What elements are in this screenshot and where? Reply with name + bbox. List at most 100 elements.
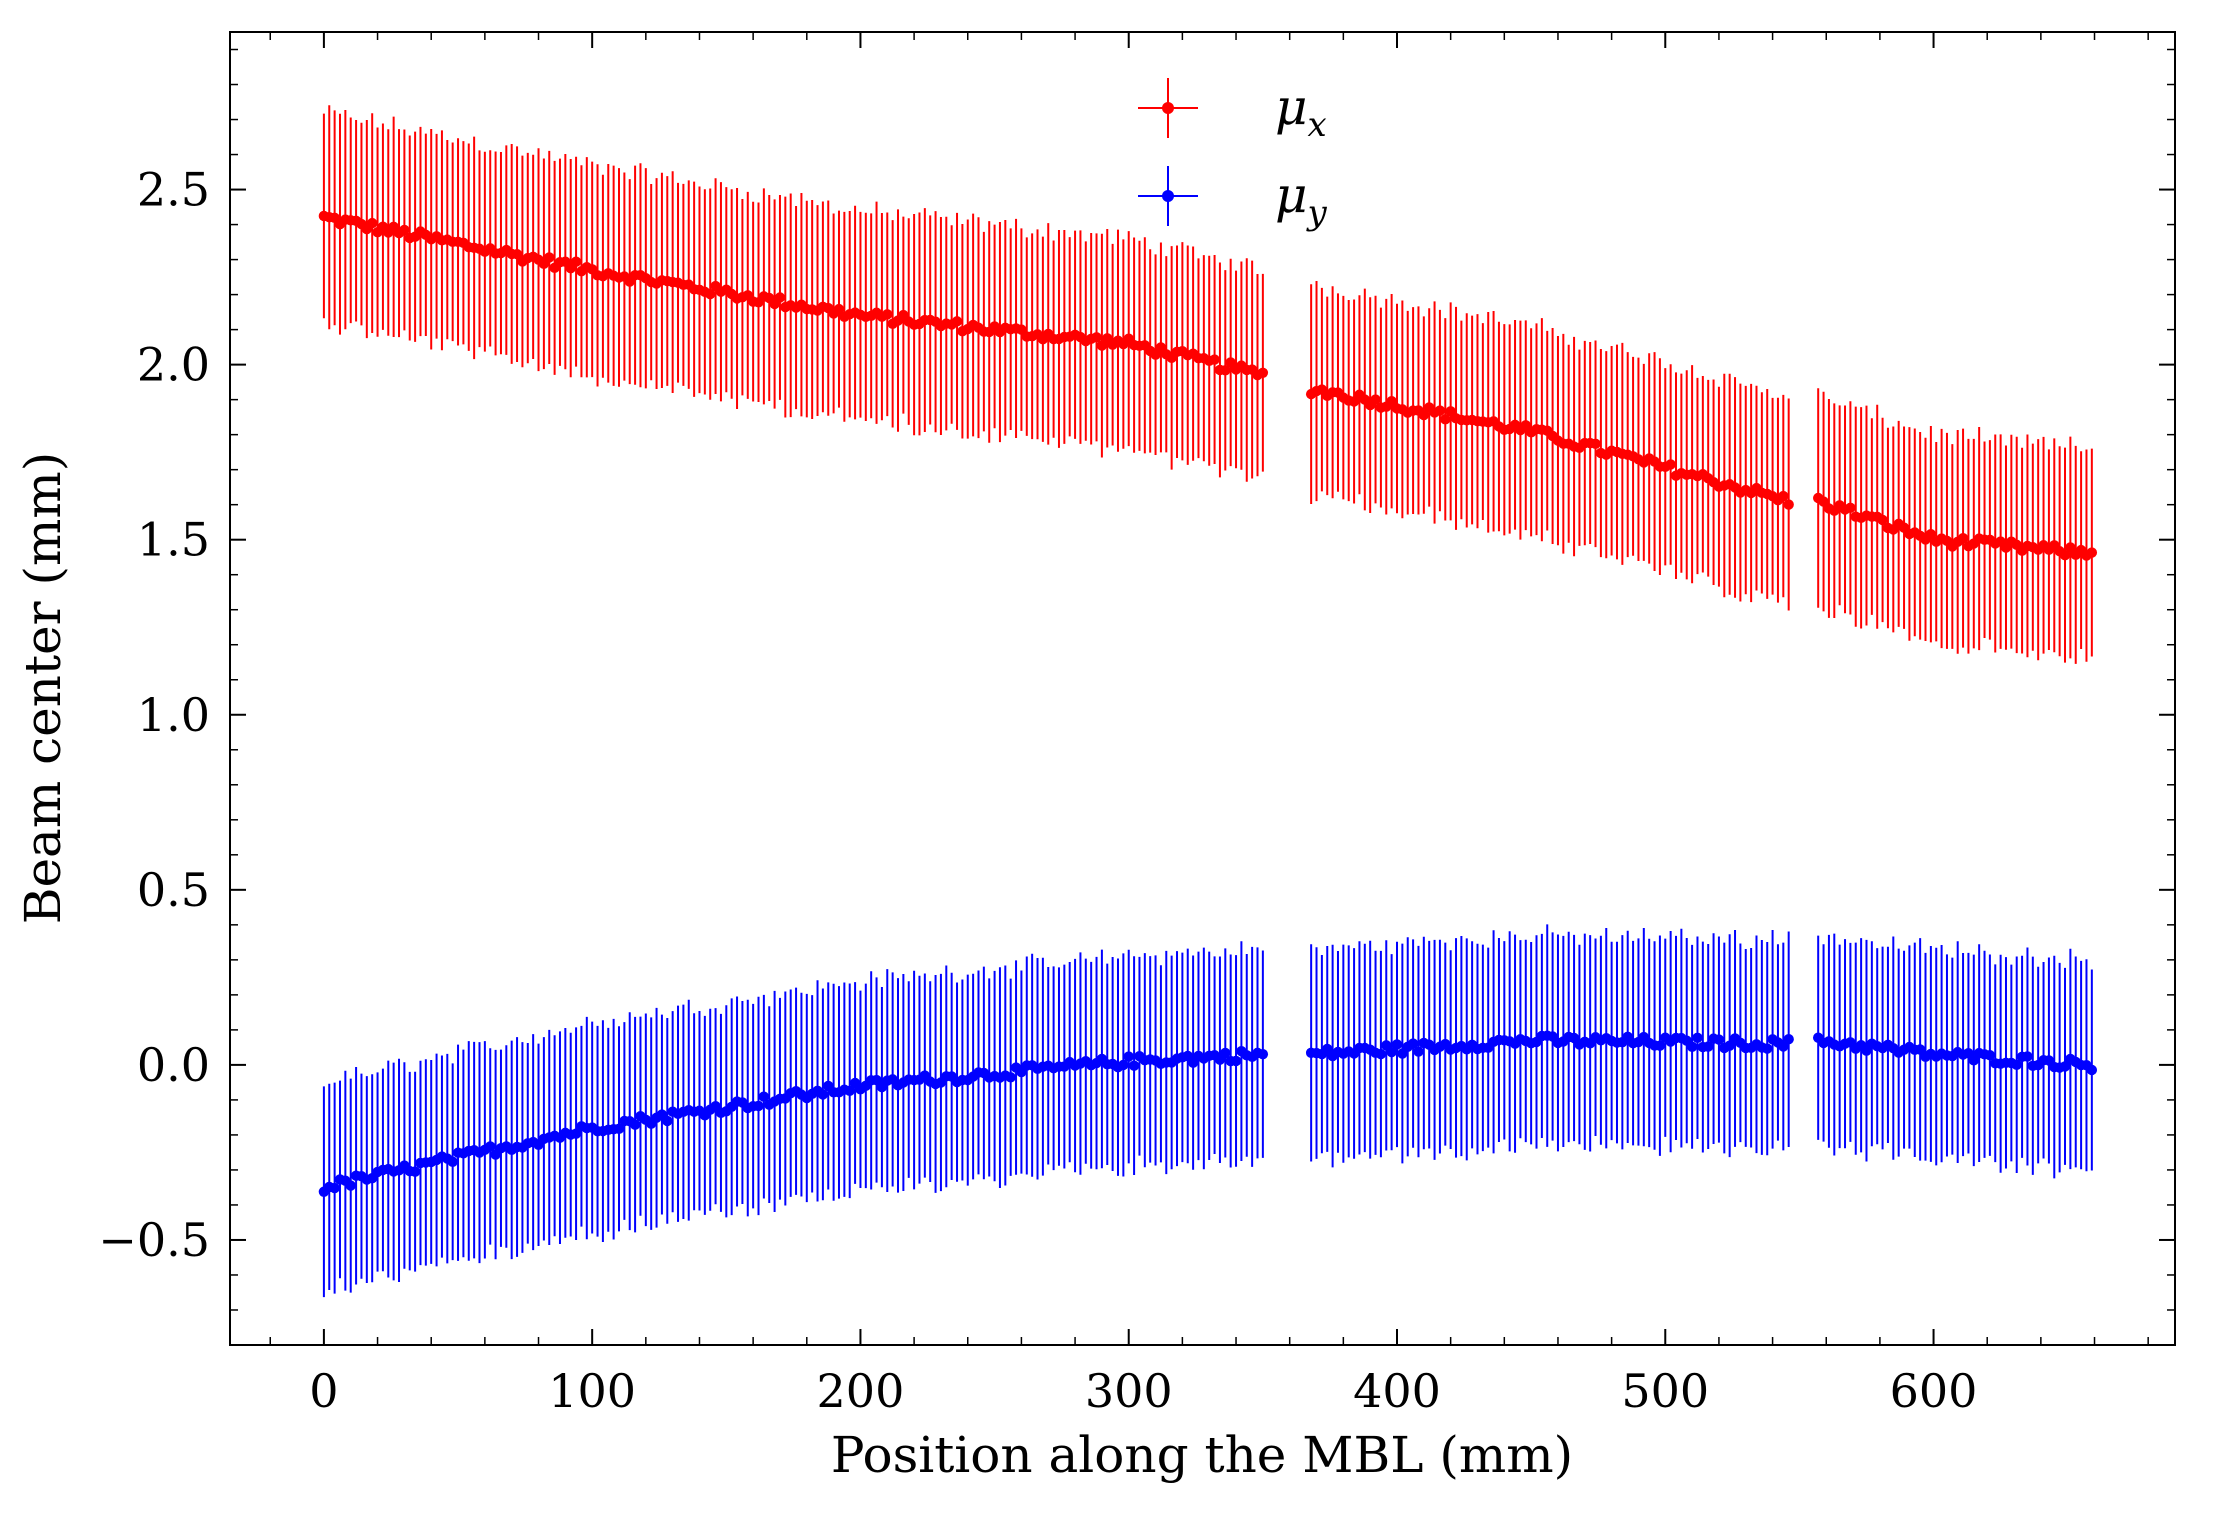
y-tick-label: 0.5 (137, 863, 210, 917)
point-y (662, 1115, 673, 1127)
point-y (1005, 1072, 1016, 1083)
point-y (1778, 1041, 1789, 1052)
point-x (882, 309, 893, 320)
point-y (1692, 1032, 1703, 1043)
point-x (1150, 349, 1161, 360)
series-layer (318, 105, 2098, 1298)
point-y (1724, 1040, 1735, 1051)
point-y (1391, 1039, 1403, 1050)
point-x (570, 256, 582, 267)
y-axis-label: Beam center (mm) (14, 452, 72, 925)
point-x (2065, 542, 2076, 553)
point-y (1230, 1055, 1242, 1067)
point-x (366, 217, 378, 229)
point-x (1434, 405, 1446, 416)
point-x (1877, 514, 1888, 526)
point-x (2059, 549, 2071, 561)
point-y (871, 1074, 882, 1086)
point-y (1984, 1050, 1996, 1061)
series-y (318, 924, 2098, 1298)
point-x (951, 316, 963, 327)
point-x (1209, 354, 1220, 365)
y-tick-label: 2.0 (137, 338, 210, 392)
point-x (1845, 502, 1856, 514)
point-y (758, 1091, 770, 1102)
point-x (833, 303, 845, 315)
point-y (1762, 1043, 1773, 1054)
legend-label: μx (1275, 78, 1327, 145)
point-x (1665, 459, 1676, 470)
point-y (1118, 1059, 1129, 1071)
point-y (409, 1166, 421, 1177)
point-y (2059, 1061, 2071, 1072)
point-y (345, 1180, 356, 1191)
point-y (1413, 1046, 1424, 1057)
point-x (1783, 499, 1794, 510)
y-tick-label: 1.0 (137, 688, 210, 742)
point-x (1590, 438, 1601, 450)
point-x (1440, 414, 1451, 425)
point-x (1925, 529, 1937, 540)
point-y (485, 1141, 496, 1152)
point-y (2086, 1064, 2098, 1076)
point-y (1123, 1051, 1134, 1062)
point-x (1370, 394, 1381, 405)
point-y (1375, 1048, 1387, 1060)
x-tick-label: 600 (1890, 1364, 1978, 1418)
point-y (1322, 1043, 1333, 1055)
point-y (1386, 1046, 1397, 1058)
point-x (705, 288, 716, 300)
point-x (1418, 409, 1430, 421)
point-y (1963, 1048, 1974, 1059)
legend-marker-dot (1162, 190, 1174, 202)
point-x (1096, 340, 1108, 351)
x-tick-label: 500 (1621, 1364, 1709, 1418)
ticks-layer: 0 100 200 300 400 500 600 −0.5 0.0 0.5 1.0 1.5 2.0 2.… (98, 32, 2175, 1418)
x-tick-label: 100 (548, 1364, 636, 1418)
x-tick-label: 200 (817, 1364, 905, 1418)
point-y (1968, 1055, 1979, 1066)
point-y (1128, 1060, 1140, 1071)
y-tick-label: −0.5 (98, 1213, 210, 1267)
point-y (1783, 1034, 1794, 1045)
point-y (447, 1156, 458, 1167)
x-tick-label: 0 (309, 1364, 338, 1418)
point-y (844, 1085, 855, 1096)
x-axis-label: Position along the MBL (mm) (831, 1426, 1573, 1484)
point-y (1257, 1048, 1269, 1060)
point-y (1220, 1047, 1231, 1059)
point-y (1407, 1038, 1419, 1049)
point-y (1713, 1034, 1725, 1045)
point-x (544, 252, 555, 263)
point-x (1520, 420, 1531, 431)
point-x (399, 224, 410, 236)
point-y (629, 1119, 641, 1130)
point-y (329, 1182, 340, 1194)
point-y (2011, 1059, 2022, 1070)
point-y (570, 1128, 582, 1139)
point-y (613, 1123, 625, 1135)
point-y (1914, 1044, 1926, 1055)
plot-frame (229, 31, 2176, 1346)
x-tick-label: 300 (1085, 1364, 1173, 1418)
point-x (1257, 367, 1269, 378)
point-x (1778, 490, 1789, 502)
point-x (1225, 357, 1236, 368)
point-y (1654, 1040, 1666, 1051)
point-x (1091, 332, 1102, 343)
legend: μx μy (1138, 78, 1328, 233)
point-y (1686, 1041, 1698, 1052)
point-x (2086, 547, 2098, 558)
legend-item-y: μy (1138, 166, 1328, 233)
legend-marker-dot (1162, 102, 1174, 114)
point-x (511, 248, 523, 260)
point-x (1957, 532, 1969, 544)
point-y (753, 1100, 764, 1112)
point-y (1703, 1041, 1714, 1052)
legend-item-x: μx (1138, 78, 1327, 145)
y-tick-label: 1.5 (137, 513, 210, 567)
x-tick-label: 400 (1353, 1364, 1441, 1418)
series-x (318, 105, 2098, 664)
legend-label: μy (1275, 166, 1328, 233)
